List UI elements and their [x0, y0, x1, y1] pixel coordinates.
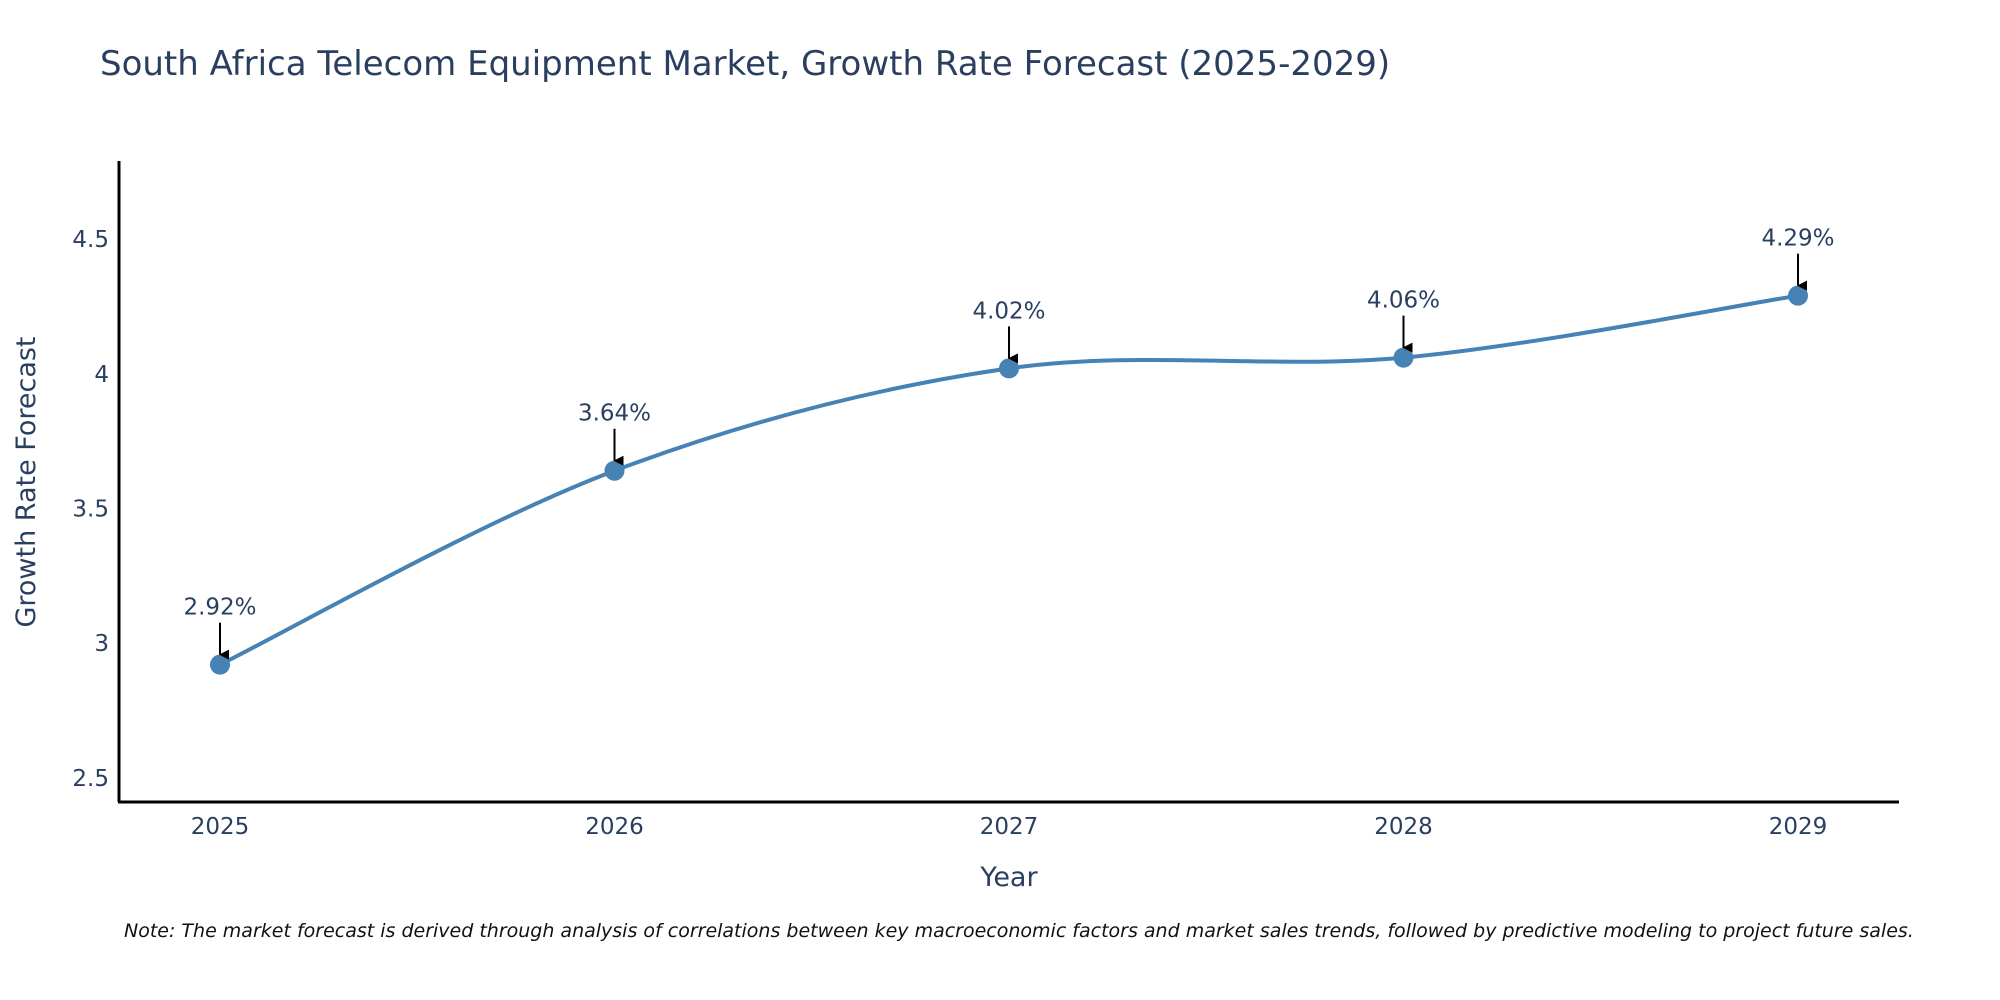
data-label: 2.92%: [183, 595, 256, 621]
data-point: [210, 654, 230, 675]
axes: [117, 161, 1899, 804]
y-tick-label: 2.5: [72, 766, 109, 792]
data-label: 3.64%: [578, 401, 651, 427]
x-tick-label: 2029: [1769, 814, 1828, 840]
y-tick-label: 4: [94, 362, 109, 388]
data-label: 4.06%: [1367, 288, 1440, 314]
x-tick-label: 2025: [191, 814, 250, 840]
data-point: [1393, 347, 1414, 368]
x-tick-label: 2027: [980, 814, 1039, 840]
x-tick-label: 2028: [1374, 814, 1433, 840]
y-tick-label: 3: [94, 631, 109, 657]
x-tick-label: 2026: [585, 814, 644, 840]
y-tick-label: 4.5: [72, 227, 109, 253]
data-label: 4.02%: [972, 298, 1045, 324]
data-point: [1788, 285, 1808, 306]
y-tick-label: 3.5: [72, 496, 109, 522]
data-point: [604, 460, 625, 481]
data-label: 4.29%: [1761, 226, 1834, 252]
y-axis-title: Growth Rate Forecast: [11, 336, 42, 627]
x-axis-title: Year: [979, 862, 1038, 893]
footnote: Note: The market forecast is derived thr…: [124, 920, 1914, 942]
chart-title: South Africa Telecom Equipment Market, G…: [100, 44, 1391, 84]
data-point: [999, 358, 1019, 379]
